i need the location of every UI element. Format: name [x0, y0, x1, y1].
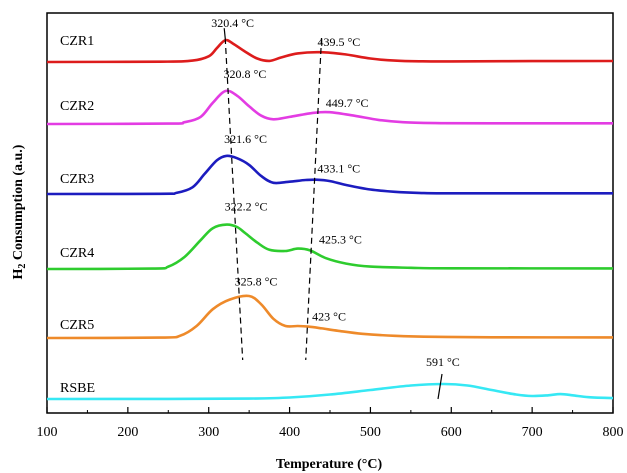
x-tick-label-700: 700	[522, 425, 543, 440]
axes-layer: 100 200 300 400 500 600 700 800	[37, 407, 624, 440]
series-layer	[46, 38, 614, 401]
x-tick-label-600: 600	[441, 425, 462, 440]
x-tick-label-300: 300	[198, 425, 219, 440]
peak-trend-line-1	[224, 37, 244, 361]
x-tick-label-400: 400	[279, 425, 300, 440]
peak-label-czr1-2: 439.5 °C	[318, 35, 361, 49]
peak-label-czr2-1: 320.8 °C	[224, 67, 267, 81]
peak-label-czr4-1: 322.2 °C	[225, 200, 268, 214]
series-label-czr4: CZR4	[60, 246, 94, 261]
x-tick-label-100: 100	[37, 425, 58, 440]
y-axis-title-prefix: H	[11, 268, 26, 279]
peak-label-rsbe-1: 591 °C	[426, 355, 460, 369]
peak-marker-rsbe	[437, 373, 443, 400]
plot-area	[46, 12, 614, 414]
series-line-rsbe	[46, 382, 614, 401]
x-tick-label-500: 500	[360, 425, 381, 440]
x-tick-label-800: 800	[603, 425, 624, 440]
y-axis-title-subscript: 2	[17, 264, 28, 269]
series-line-czr2	[46, 89, 613, 126]
series-label-czr1: CZR1	[60, 34, 94, 49]
series-line-czr5	[46, 294, 614, 340]
peak-label-czr1-1: 320.4 °C	[211, 16, 254, 30]
peak-marker-czr1	[223, 28, 226, 39]
peak-label-czr5-1: 325.8 °C	[235, 275, 278, 289]
peak-label-czr5-2: 423 °C	[312, 310, 346, 324]
series-line-czr1	[46, 38, 614, 64]
annotation-layer: CZR1 320.4 °C 439.5 °C CZR2 320.8 °C 449.7 °C…	[60, 16, 460, 400]
x-axis-title: Temperature (°C)	[276, 457, 383, 472]
series-label-rsbe: RSBE	[60, 381, 95, 396]
series-label-czr5: CZR5	[60, 318, 94, 333]
x-tick-label-200: 200	[117, 425, 138, 440]
series-line-czr3	[46, 154, 614, 196]
peak-label-czr4-2: 425.3 °C	[319, 232, 362, 246]
peak-label-czr3-2: 433.1 °C	[317, 162, 360, 176]
peak-label-czr3-1: 321.6 °C	[224, 132, 267, 146]
peak-label-czr2-2: 449.7 °C	[326, 96, 369, 110]
series-line-czr4	[46, 223, 614, 271]
peak-trend-line-2	[305, 37, 323, 361]
series-label-czr2: CZR2	[60, 99, 94, 114]
y-axis-title-suffix: Consumption (a.u.)	[11, 144, 26, 263]
y-axis-title: H2 Consumption (a.u.)	[11, 144, 28, 279]
series-label-czr3: CZR3	[60, 172, 94, 187]
plot-frame	[46, 12, 614, 414]
